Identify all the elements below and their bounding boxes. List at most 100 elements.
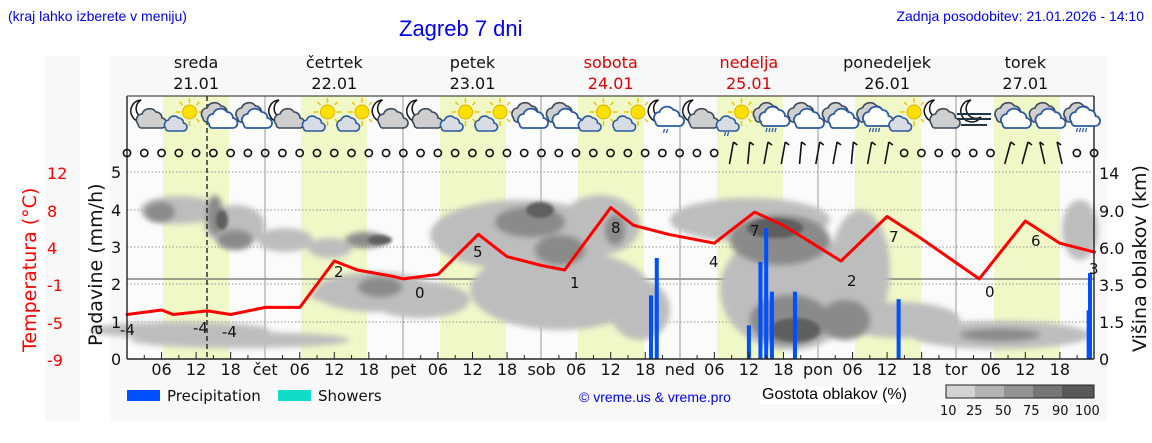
calm-wind-icon [312, 148, 322, 158]
calm-wind-icon [329, 148, 339, 158]
wind-barb-icon [746, 141, 755, 165]
day-name: četrtek [305, 53, 363, 72]
svg-text:1: 1 [570, 274, 580, 292]
calm-wind-icon [554, 148, 564, 158]
calm-wind-icon [485, 148, 495, 158]
copyright-link[interactable]: © vreme.us & vreme.pro [579, 389, 731, 405]
calm-wind-icon [347, 148, 356, 158]
day-date: 23.01 [449, 74, 496, 93]
day-header: nedelja 25.01 [689, 52, 809, 94]
day-name: sreda [173, 53, 219, 72]
day-name: ponedeljek [843, 53, 932, 72]
wind-barb-icon [832, 141, 842, 165]
svg-text:5: 5 [473, 243, 483, 261]
calm-wind-icon [537, 148, 546, 158]
wind-barb-icon [1021, 141, 1033, 165]
hour-label: 18 [1049, 360, 1071, 379]
day-date: 26.01 [864, 74, 910, 93]
svg-text:-4: -4 [222, 323, 237, 341]
cloud-height-axis-ticks: 14 9.0 6.0 3.5 1.5 0 [1099, 164, 1124, 369]
hour-label: 18 [635, 360, 656, 379]
day-name: torek [1004, 53, 1046, 72]
day-header: sobota 24.01 [551, 52, 671, 94]
temperature-labels: -4 -4 -4 2 0 5 1 8 4 7 2 7 0 6 3 [120, 219, 1099, 341]
hour-label: 12 [738, 360, 760, 379]
calm-wind-icon [640, 148, 650, 158]
svg-text:7: 7 [750, 222, 760, 240]
day-header: sreda 21.01 [136, 52, 256, 94]
precipitation-bar [758, 261, 763, 359]
svg-text:2: 2 [111, 275, 121, 294]
hour-label: 06 [980, 360, 1001, 379]
calm-wind-icon [122, 148, 132, 158]
svg-text:0: 0 [415, 284, 425, 302]
calm-wind-icon [381, 148, 391, 158]
calm-wind-icon [502, 148, 512, 158]
svg-text:2: 2 [847, 272, 857, 290]
svg-text:10: 10 [940, 404, 957, 419]
temperature-axis-ticks: 12 8 4 -1 -5 -9 [47, 164, 67, 370]
svg-text:8: 8 [47, 202, 57, 221]
svg-text:-5: -5 [47, 314, 63, 333]
day-date: 25.01 [725, 74, 772, 93]
cloud-density-legend-bar [945, 384, 1095, 399]
svg-text:6: 6 [1031, 232, 1041, 250]
wind-barb-icon [780, 141, 790, 165]
svg-text:0: 0 [1099, 350, 1109, 369]
svg-text:1.5: 1.5 [1099, 313, 1124, 332]
precipitation-bar [896, 299, 901, 359]
svg-text:6.0: 6.0 [1099, 239, 1124, 258]
precipitation-axis-ticks: 5 4 3 2 1 0 [111, 163, 121, 369]
cloud-height-axis-label: Višina oblakov (km) [1129, 165, 1151, 352]
hour-label: 12 [600, 360, 621, 379]
precipitation-bar [764, 228, 769, 359]
day-name: nedelja [719, 53, 779, 72]
svg-text:12: 12 [47, 164, 67, 183]
calm-wind-icon [191, 148, 201, 158]
svg-text:75: 75 [1023, 404, 1040, 419]
calm-wind-icon [260, 148, 270, 158]
precipitation-swatch [127, 390, 160, 401]
calm-wind-icon [709, 148, 719, 158]
precipitation-bar [746, 325, 751, 359]
cloud-density-ticks: 10 25 50 75 90 100 [940, 404, 1100, 419]
day-header: petek 23.01 [413, 52, 533, 94]
calm-wind-icon [416, 148, 425, 158]
svg-text:8: 8 [611, 219, 621, 237]
calm-wind-icon [226, 148, 236, 158]
day-date: 22.01 [311, 74, 358, 93]
calm-wind-icon [278, 148, 287, 158]
svg-text:14: 14 [1099, 164, 1119, 183]
precipitation-bar [1088, 272, 1092, 359]
calm-wind-icon [450, 148, 460, 158]
hour-label: 12 [876, 360, 898, 379]
hour-label: tor [944, 360, 968, 379]
wind-barb-icon [728, 141, 738, 165]
region-hint-link[interactable]: (kraj lahko izberete v meniju) [8, 8, 187, 24]
wind-barb-icon [798, 141, 807, 165]
svg-text:4: 4 [111, 201, 121, 220]
page-title: Zagreb 7 dni [399, 16, 523, 41]
hour-label: 12 [1015, 360, 1036, 379]
day-name: petek [449, 53, 496, 72]
cloud-density-label: Gostota oblakov (%) [760, 386, 909, 404]
calm-wind-icon [243, 148, 253, 158]
wind-barb-icon [1003, 141, 1016, 165]
hour-label: 06 [151, 360, 172, 379]
calm-wind-icon [139, 148, 149, 158]
hour-label: 12 [324, 360, 345, 379]
day-header: četrtek 22.01 [274, 52, 394, 94]
wind-barb-icon [815, 141, 825, 165]
calm-wind-icon [571, 148, 581, 158]
calm-wind-icon [588, 148, 598, 158]
svg-text:90: 90 [1052, 404, 1069, 419]
hour-label: 18 [773, 360, 794, 379]
showers-legend-label: Showers [318, 387, 382, 405]
hour-label: 06 [842, 360, 863, 379]
calm-wind-icon [934, 148, 944, 158]
calm-wind-icon [208, 148, 218, 158]
hour-label: 06 [427, 360, 449, 379]
calm-wind-icon [606, 148, 615, 158]
hour-label: 06 [289, 360, 310, 379]
day-name: sobota [583, 53, 638, 72]
